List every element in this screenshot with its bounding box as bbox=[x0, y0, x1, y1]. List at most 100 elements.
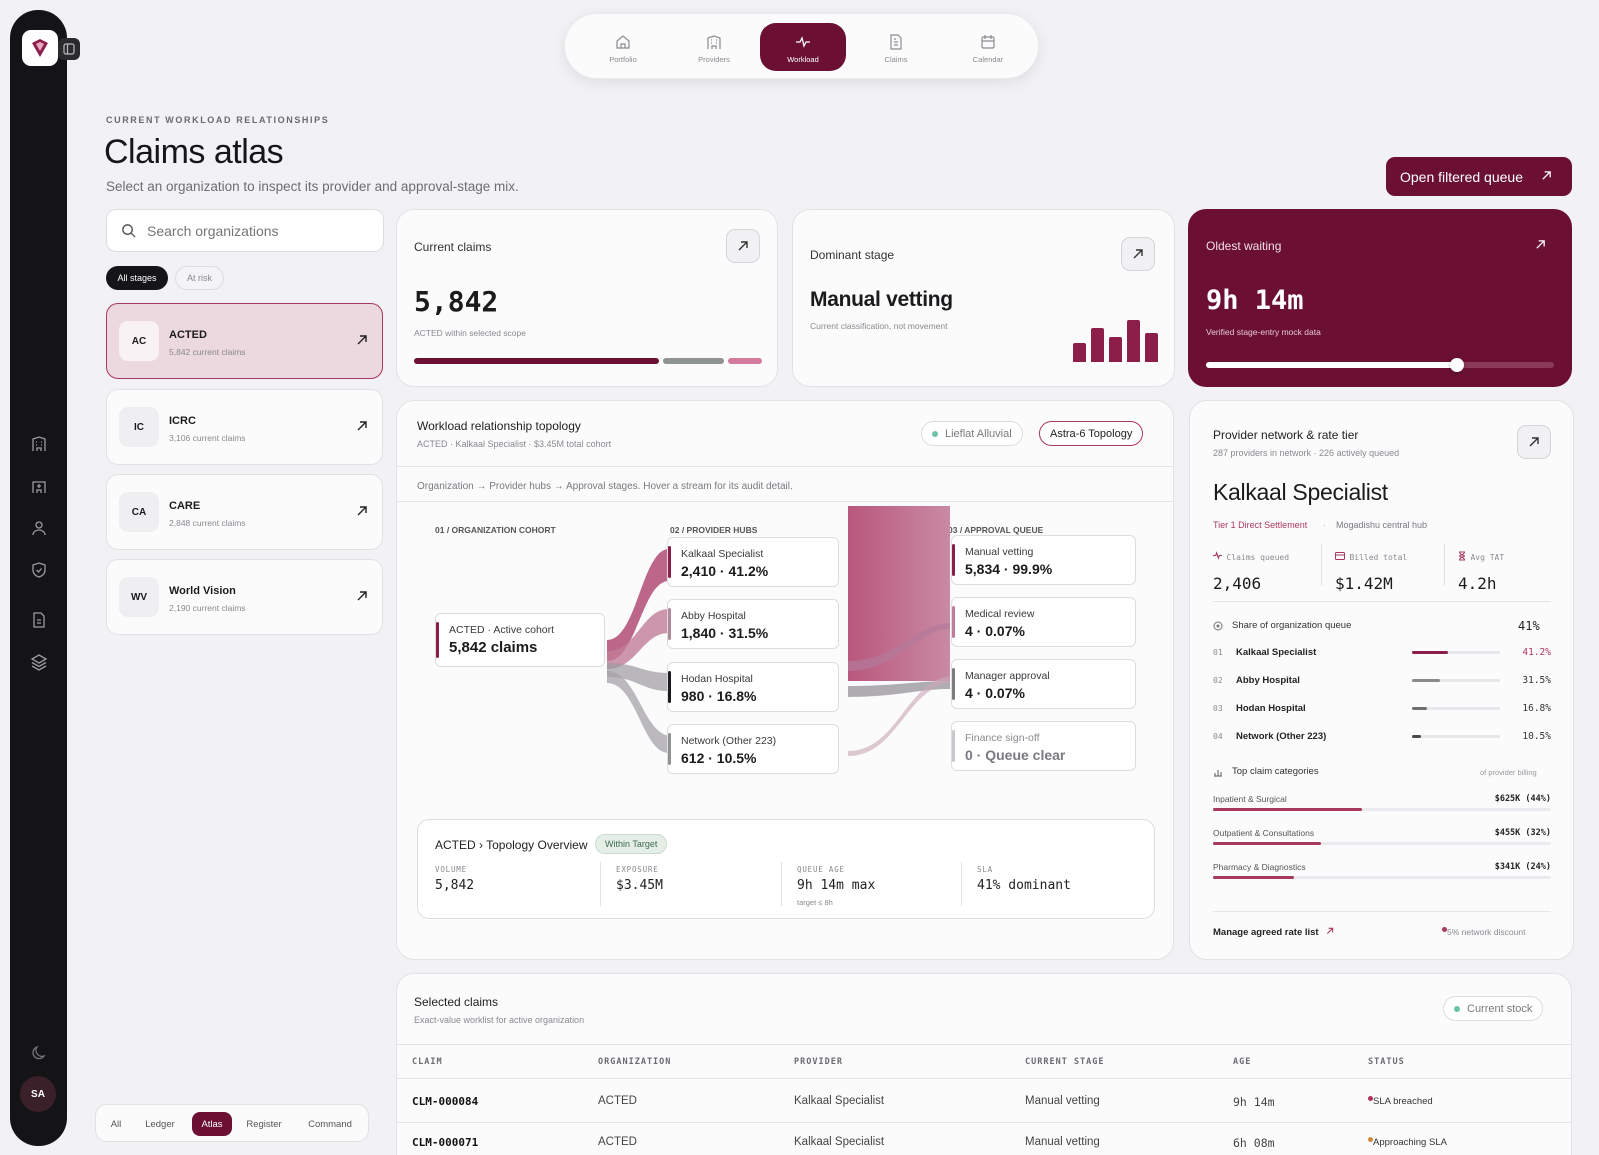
kpi-value: Manual vetting bbox=[810, 288, 953, 311]
share-provider-name[interactable]: Abby Hospital bbox=[1236, 675, 1300, 686]
view-tab-atlas[interactable]: Atlas bbox=[192, 1112, 232, 1136]
status-badge: Within Target bbox=[595, 834, 668, 854]
sankey-stage-node[interactable]: Manual vetting 5,834 · 99.9% bbox=[951, 535, 1136, 585]
expand-button[interactable] bbox=[726, 229, 760, 263]
share-provider-name[interactable]: Hodan Hospital bbox=[1236, 703, 1306, 714]
expand-button[interactable] bbox=[1121, 237, 1155, 271]
column-header[interactable]: PROVIDER bbox=[794, 1057, 843, 1067]
document-icon[interactable] bbox=[30, 611, 48, 629]
flow-abby[interactable] bbox=[607, 609, 669, 669]
org-item-world-vision[interactable]: WV World Vision 2,190 current claims bbox=[106, 559, 383, 635]
node-label: Network (Other 223) bbox=[681, 735, 777, 747]
share-rank: 04 bbox=[1213, 732, 1223, 741]
table-cell-stage: Manual vetting bbox=[1025, 1136, 1100, 1148]
bottom-view-tabs: All Ledger Atlas Register Command bbox=[95, 1104, 369, 1142]
target-icon bbox=[1213, 621, 1223, 631]
topology-card: Workload relationship topology ACTED · K… bbox=[396, 400, 1174, 960]
sankey-stage-node[interactable]: Finance sign-off 0 · Queue clear bbox=[951, 721, 1136, 771]
sidebar-toggle-icon[interactable] bbox=[58, 38, 80, 60]
sankey-hub-node[interactable]: Kalkaal Specialist 2,410 · 41.2% bbox=[667, 537, 839, 587]
node-color-bar bbox=[668, 546, 671, 578]
column-header[interactable]: CURRENT STAGE bbox=[1025, 1057, 1105, 1067]
flow-stage-block[interactable] bbox=[848, 506, 950, 681]
shield-icon[interactable] bbox=[30, 561, 48, 579]
hourglass-icon bbox=[1458, 551, 1466, 561]
table-row[interactable]: CLM-000084 ACTED Kalkaal Specialist Manual … bbox=[397, 1082, 1571, 1122]
view-toggle-alluvial[interactable]: Lieflat Alluvial bbox=[921, 421, 1023, 446]
user-icon[interactable] bbox=[30, 519, 48, 537]
sankey-hub-node[interactable]: Abby Hospital 1,840 · 31.5% bbox=[667, 599, 839, 649]
divider bbox=[397, 1044, 1571, 1045]
stat-value: 2,406 bbox=[1213, 574, 1262, 593]
tab-label: Portfolio bbox=[609, 55, 637, 64]
org-claims-count: 2,190 current claims bbox=[169, 603, 246, 613]
view-tab-ledger[interactable]: Ledger bbox=[145, 1118, 175, 1130]
filter-at-risk[interactable]: At risk bbox=[175, 266, 224, 290]
share-provider-name[interactable]: Kalkaal Specialist bbox=[1236, 647, 1317, 658]
divider bbox=[1321, 544, 1322, 586]
tab-providers[interactable]: Providers bbox=[671, 23, 757, 71]
category-name: Pharmacy & Diagnostics bbox=[1213, 862, 1306, 872]
share-rank: 01 bbox=[1213, 648, 1223, 657]
divider bbox=[1213, 601, 1551, 602]
share-pct: 41.2% bbox=[1522, 647, 1551, 658]
stat-label: Claims queued bbox=[1226, 553, 1290, 562]
rate-list-link[interactable]: Manage agreed rate list bbox=[1213, 927, 1334, 938]
org-item-acted[interactable]: AC ACTED 5,842 current claims bbox=[106, 303, 383, 379]
search-box[interactable] bbox=[106, 209, 384, 252]
sankey-source-node[interactable]: ACTED · Active cohort 5,842 claims bbox=[435, 613, 605, 667]
view-tab-all[interactable]: All bbox=[110, 1118, 122, 1130]
sankey-stage-node[interactable]: Medical review 4 · 0.07% bbox=[951, 597, 1136, 647]
categories-label: Top claim categories bbox=[1232, 766, 1319, 777]
flow-medical[interactable] bbox=[848, 623, 950, 671]
view-tab-command[interactable]: Command bbox=[308, 1118, 352, 1130]
sankey-hub-node[interactable]: Hodan Hospital 980 · 16.8% bbox=[667, 662, 839, 712]
org-item-care[interactable]: CA CARE 2,848 current claims bbox=[106, 474, 383, 550]
flow-hodan[interactable] bbox=[607, 663, 669, 691]
avatar[interactable]: SA bbox=[20, 1076, 56, 1112]
column-header[interactable]: STATUS bbox=[1368, 1057, 1405, 1067]
tab-workload[interactable]: Workload bbox=[760, 23, 846, 71]
status-text: SLA breached bbox=[1373, 1096, 1433, 1107]
flow-finance[interactable] bbox=[848, 676, 950, 756]
flow-manager[interactable] bbox=[848, 681, 950, 697]
arrow-up-right-icon[interactable] bbox=[1535, 239, 1546, 250]
node-label: Hodan Hospital bbox=[681, 673, 753, 685]
view-toggle-topology[interactable]: Astra-6 Topology bbox=[1039, 421, 1144, 446]
node-label: ACTED · Active cohort bbox=[449, 624, 555, 636]
current-stock-badge[interactable]: Current stock bbox=[1443, 996, 1544, 1021]
moon-icon[interactable] bbox=[30, 1044, 48, 1062]
share-provider-name[interactable]: Network (Other 223) bbox=[1236, 731, 1327, 742]
sankey-stage-node[interactable]: Manager approval 4 · 0.07% bbox=[951, 659, 1136, 709]
flow-kalkaal[interactable] bbox=[607, 549, 669, 661]
overview-stat-label: VOLUME bbox=[435, 865, 467, 874]
provider-card-subtitle: 287 providers in network · 226 actively … bbox=[1213, 448, 1400, 458]
table-row[interactable]: CLM-000071 ACTED Kalkaal Specialist Manual … bbox=[397, 1122, 1571, 1155]
tab-calendar[interactable]: Calendar bbox=[945, 23, 1031, 71]
app-logo[interactable] bbox=[22, 30, 58, 66]
column-header[interactable]: AGE bbox=[1233, 1057, 1252, 1067]
arrow-up-right-icon bbox=[357, 421, 367, 431]
tab-portfolio[interactable]: Portfolio bbox=[580, 23, 666, 71]
org-item-icrc[interactable]: IC ICRC 3,106 current claims bbox=[106, 389, 383, 465]
category-value: $455K (32%) bbox=[1494, 828, 1551, 838]
overview-stat-label: SLA bbox=[977, 865, 993, 874]
view-tab-register[interactable]: Register bbox=[246, 1118, 282, 1130]
filter-all-stages[interactable]: All stages bbox=[106, 266, 168, 290]
flow-network[interactable] bbox=[607, 671, 669, 753]
building-icon[interactable] bbox=[30, 435, 48, 453]
share-bar-fill bbox=[1412, 735, 1422, 738]
sankey-hub-node[interactable]: Network (Other 223) 612 · 10.5% bbox=[667, 724, 839, 774]
slider-handle[interactable] bbox=[1449, 358, 1464, 372]
open-filtered-queue-button[interactable]: Open filtered queue bbox=[1386, 157, 1572, 196]
tab-claims[interactable]: Claims bbox=[853, 23, 939, 71]
layers-icon[interactable] bbox=[30, 653, 48, 671]
share-pct: 10.5% bbox=[1522, 731, 1551, 742]
expand-button[interactable] bbox=[1517, 425, 1551, 459]
kpi-current-claims: Current claims 5,842 ACTED within select… bbox=[396, 209, 778, 387]
column-header[interactable]: ORGANIZATION bbox=[598, 1057, 672, 1067]
column-header[interactable]: CLAIM bbox=[412, 1057, 443, 1067]
search-input[interactable] bbox=[147, 220, 372, 242]
hospital-icon[interactable] bbox=[30, 477, 48, 495]
category-value: $341K (24%) bbox=[1494, 862, 1551, 872]
